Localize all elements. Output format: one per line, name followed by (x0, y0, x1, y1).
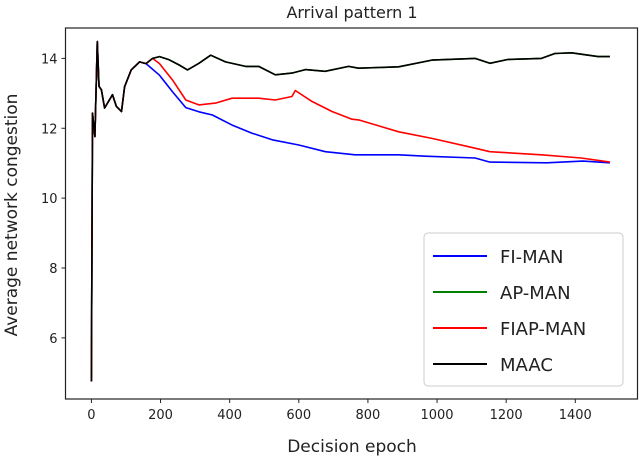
y-tick-label: 14 (41, 52, 58, 67)
y-tick-label: 10 (41, 192, 58, 207)
y-axis-label: Average network congestion (2, 94, 22, 337)
legend-label: FI-MAN (500, 247, 563, 268)
legend-entry-fi-man: FI-MAN (433, 247, 563, 268)
y-tick-label: 12 (41, 122, 58, 137)
x-tick-label: 1200 (490, 408, 523, 423)
legend: FI-MAN AP-MAN FIAP-MAN MAAC (423, 232, 624, 387)
x-tick-label: 1400 (559, 408, 592, 423)
series-line-maac (90, 40, 610, 382)
legend-label: MAAC (500, 355, 553, 376)
legend-entry-ap-man: AP-MAN (433, 283, 571, 304)
x-tick-label: 1000 (420, 408, 453, 423)
legend-label: AP-MAN (500, 283, 571, 304)
series-layer (90, 40, 611, 382)
x-tick-label: 400 (217, 408, 242, 423)
x-tick-label: 600 (286, 408, 311, 423)
y-tick-label: 6 (49, 332, 57, 347)
y-tick-label: 8 (49, 262, 57, 277)
legend-box (423, 232, 624, 387)
legend-label: FIAP-MAN (500, 319, 586, 340)
legend-entry-fiap-man: FIAP-MAN (433, 319, 586, 340)
chart-title: Arrival pattern 1 (286, 3, 417, 22)
x-tick-label: 0 (87, 408, 95, 423)
x-tick-label: 200 (148, 408, 173, 423)
ticks-layer: 0 200 400 600 800 1000 1200 1400 6 8 10 12 14 (41, 52, 592, 423)
plot-frame (64, 27, 639, 400)
x-tick-label: 800 (356, 408, 381, 423)
x-axis-label: Decision epoch (287, 437, 417, 457)
legend-entry-maac: MAAC (433, 355, 553, 376)
